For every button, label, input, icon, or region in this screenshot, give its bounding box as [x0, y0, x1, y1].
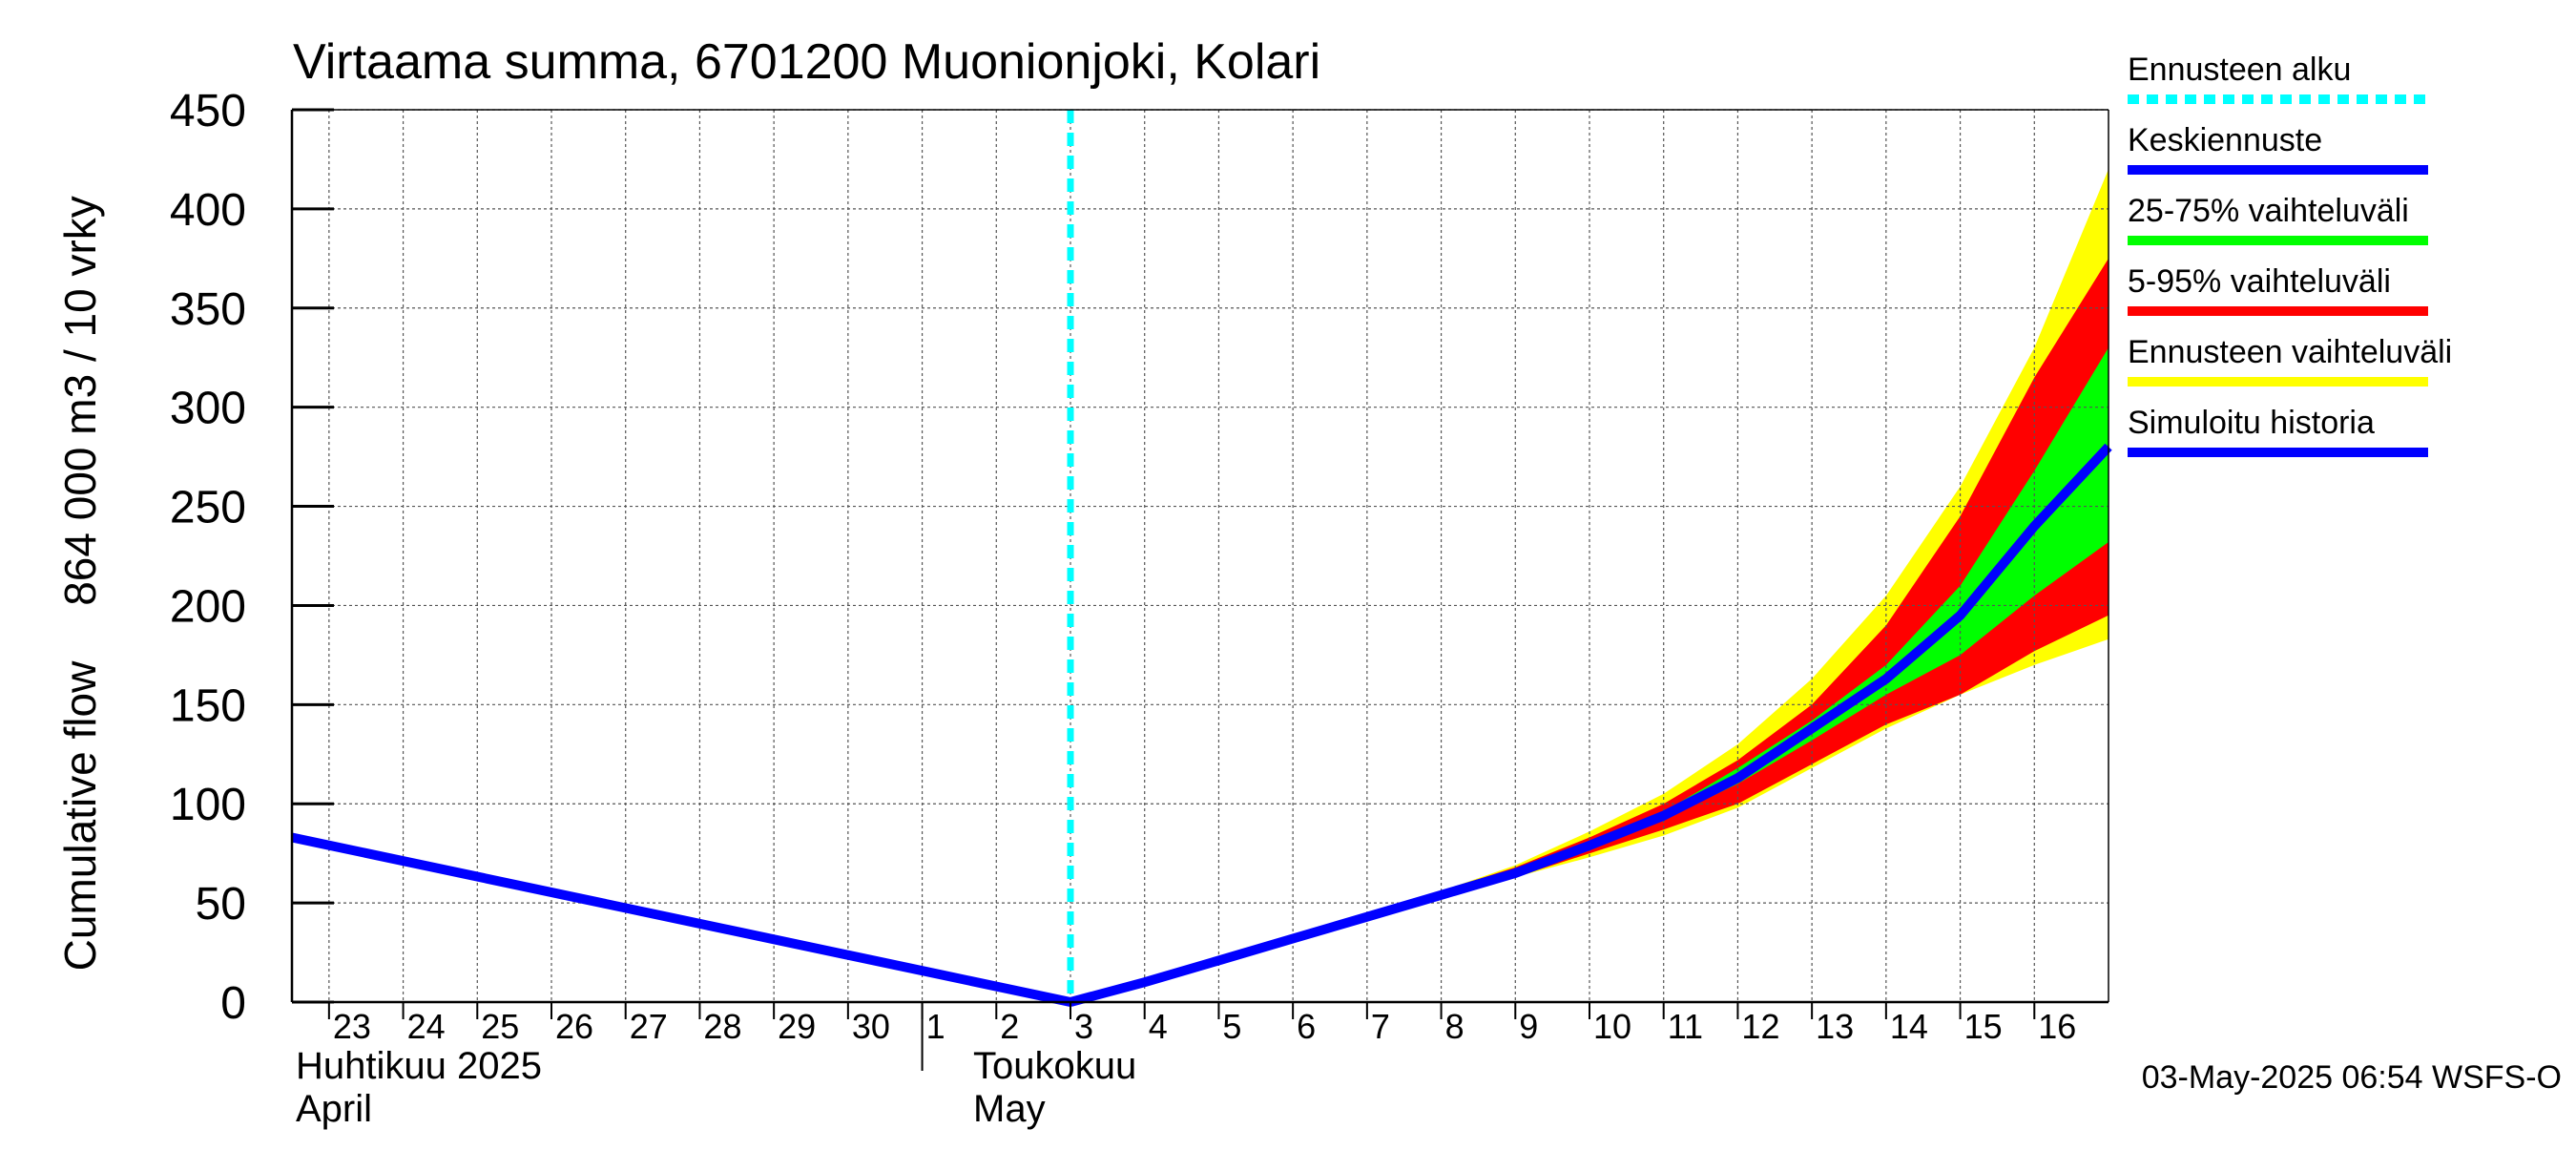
- legend-label: 25-75% vaihteluväli: [2128, 193, 2409, 229]
- y-tick-label: 350: [170, 284, 246, 335]
- x-tick-label: 1: [926, 1007, 945, 1046]
- x-tick-label: 5: [1222, 1007, 1241, 1046]
- band-1: [1070, 258, 2109, 1002]
- y-axis-labels: 0 50 100 150 200 250 300 350 400 450: [170, 86, 246, 1029]
- x-tick-label: 26: [555, 1007, 593, 1046]
- y-tick-label: 250: [170, 483, 246, 533]
- y-tick-label: 150: [170, 680, 246, 731]
- x-tick-label: 7: [1371, 1007, 1390, 1046]
- y-tick-label: 200: [170, 581, 246, 632]
- x-tick-label: 25: [481, 1007, 519, 1046]
- x-tick-label: 2: [1000, 1007, 1019, 1046]
- x-tick-label: 10: [1593, 1007, 1631, 1046]
- x-tick-label: 15: [1964, 1007, 2003, 1046]
- band-2: [1070, 347, 2109, 1002]
- legend-label: Ennusteen alku: [2128, 52, 2351, 88]
- x-tick-label: 30: [852, 1007, 890, 1046]
- x-tick-label: 14: [1890, 1007, 1928, 1046]
- y-tick-label: 0: [220, 978, 246, 1029]
- month-label-fi: Huhtikuu 2025: [296, 1045, 542, 1087]
- legend-label: Ennusteen vaihteluväli: [2128, 334, 2452, 370]
- x-tick-label: 11: [1668, 1007, 1703, 1046]
- x-axis-labels: 23 24 25 26 27 28 29 30 1 2 3 4 5 6 7 8 9 10 11 12 13 14 15 16H…: [296, 1007, 2076, 1130]
- x-tick-label: 29: [778, 1007, 816, 1046]
- x-tick-label: 6: [1297, 1007, 1316, 1046]
- x-tick-label: 8: [1445, 1007, 1465, 1046]
- x-tick-label: 12: [1741, 1007, 1779, 1046]
- footer-timestamp: 03-May-2025 06:54 WSFS-O: [2142, 1059, 2562, 1096]
- series-line-1: [290, 832, 1072, 1007]
- x-tick-label: 9: [1519, 1007, 1538, 1046]
- x-tick-label: 16: [2038, 1007, 2076, 1046]
- axes: [290, 108, 2109, 1071]
- legend-label: Simuloitu historia: [2128, 405, 2375, 441]
- y-tick-label: 300: [170, 384, 246, 434]
- x-tick-label: 4: [1149, 1007, 1168, 1046]
- chart-title: Virtaama summa, 6701200 Muonionjoki, Kol…: [293, 34, 1320, 90]
- month-label-en: April: [296, 1088, 372, 1130]
- legend-label: 5-95% vaihteluväli: [2128, 263, 2391, 300]
- x-tick-label: 28: [703, 1007, 741, 1046]
- legend-label: Keskiennuste: [2128, 122, 2322, 158]
- y-axis-label-fi: 864 000 m3 / 10 vrky: [55, 196, 105, 606]
- forecast-bands: [1070, 169, 2109, 1003]
- series-lines: [290, 110, 2112, 1007]
- x-tick-label: 3: [1074, 1007, 1093, 1046]
- grid: [292, 109, 2109, 1002]
- x-tick-label: 27: [630, 1007, 668, 1046]
- y-tick-label: 450: [170, 86, 246, 136]
- series-line-0: [1069, 443, 2112, 1007]
- legend: Ennusteen alku Keskiennuste 25-75% vaihtel…: [2128, 52, 2452, 457]
- y-tick-label: 400: [170, 185, 246, 236]
- y-tick-label: 100: [170, 780, 246, 830]
- x-tick-label: 13: [1816, 1007, 1854, 1046]
- month-label-en: May: [973, 1088, 1046, 1130]
- y-tick-label: 50: [196, 879, 246, 930]
- x-tick-label: 24: [407, 1007, 446, 1046]
- month-label-fi: Toukokuu: [973, 1045, 1136, 1087]
- band-0: [1070, 169, 2109, 1003]
- y-axis-label-en: Cumulative flow: [55, 660, 105, 971]
- x-tick-label: 23: [333, 1007, 371, 1046]
